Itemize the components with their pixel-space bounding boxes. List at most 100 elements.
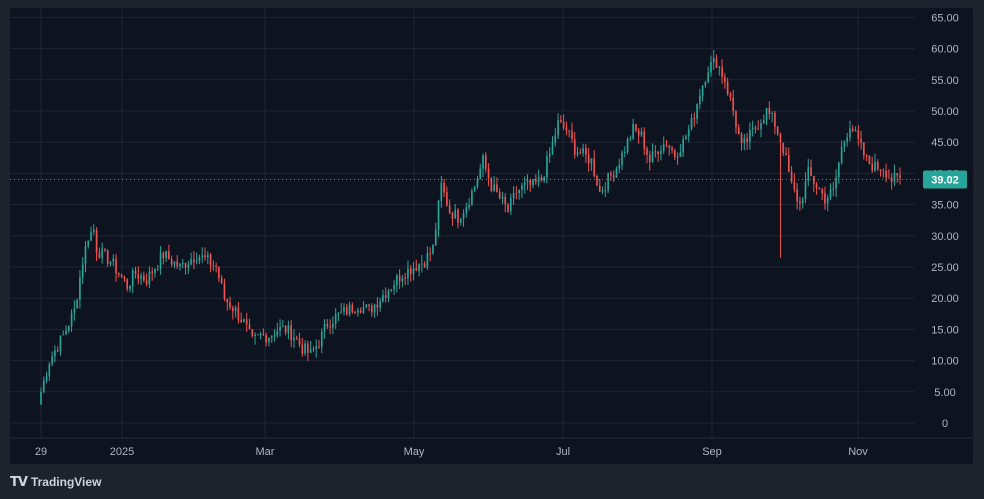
candle-body (732, 97, 735, 112)
candle-body (484, 155, 487, 169)
candle-body (804, 180, 807, 200)
candle-body (309, 349, 312, 353)
candle-body (220, 278, 223, 284)
candle-body (109, 261, 112, 264)
candle-body (379, 301, 381, 308)
candle-body (829, 189, 832, 198)
chart-panel[interactable]: 65.0060.0055.0050.0045.0040.0035.0030.00… (10, 8, 973, 464)
candle-body (832, 188, 835, 190)
candle-body (401, 277, 404, 282)
x-tick-label: 29 (35, 446, 47, 458)
candle-body (376, 304, 379, 308)
candle-body (571, 130, 573, 140)
candle-body (515, 193, 518, 195)
candle-body (765, 107, 768, 121)
candle-body (298, 338, 301, 345)
candle-body (168, 251, 170, 260)
candle-body (131, 270, 134, 287)
candle-body (496, 184, 498, 192)
candle-body (796, 189, 798, 202)
candle-body (596, 175, 598, 186)
candle-body (198, 257, 201, 261)
candle-body (112, 258, 115, 262)
candle-body (307, 343, 309, 353)
candle-body (282, 326, 284, 328)
y-tick-label: 10.00 (931, 356, 959, 368)
candle-body (154, 269, 156, 274)
candle-body (273, 335, 276, 337)
candle-body (643, 131, 646, 149)
candle-body (404, 277, 407, 279)
candle-body (629, 138, 632, 140)
candle-body (718, 66, 721, 68)
candle-body (318, 346, 320, 348)
candlestick-chart[interactable]: 65.0060.0055.0050.0045.0040.0035.0030.00… (10, 8, 973, 464)
candle-body (398, 275, 401, 282)
candle-body (387, 290, 390, 298)
candle-body (459, 218, 462, 223)
candle-body (195, 260, 198, 263)
candle-body (323, 323, 326, 332)
candle-body (357, 310, 359, 313)
candle-body (51, 356, 53, 365)
candle-body (648, 154, 651, 163)
candle-body (590, 158, 593, 164)
candle-body (810, 167, 812, 177)
candle-body (826, 197, 829, 204)
candle-body (604, 190, 607, 192)
candle-body (487, 168, 490, 179)
candle-body (807, 167, 810, 181)
candle-body (173, 261, 176, 265)
candle-body (673, 150, 676, 158)
candle-body (265, 334, 268, 343)
candle-body (696, 103, 698, 119)
candle-body (320, 331, 323, 348)
x-tick-label: Sep (702, 446, 722, 458)
candle-body (704, 82, 707, 86)
candle-body (521, 185, 523, 191)
candle-body (529, 180, 532, 186)
candle-body (229, 302, 231, 308)
candle-body (212, 265, 215, 267)
tradingview-logo-icon: TV (10, 474, 28, 490)
candle-body (304, 343, 306, 354)
candle-body (457, 209, 459, 223)
candle-body (393, 285, 395, 290)
y-tick-label: 65.00 (931, 12, 959, 24)
candle-body (874, 161, 876, 171)
candle-body (332, 323, 334, 328)
candle-body (610, 173, 612, 176)
candle-body (223, 283, 226, 299)
candle-body (671, 147, 673, 151)
footer-brand[interactable]: TV TradingView (10, 472, 101, 492)
candle-body (576, 152, 579, 155)
candle-body (48, 364, 51, 377)
candle-body (532, 179, 534, 186)
candle-body (657, 151, 659, 155)
candle-body (785, 153, 787, 156)
candle-body (315, 346, 318, 349)
y-tick-label: 5.00 (934, 387, 955, 399)
candle-body (565, 127, 568, 131)
candle-body (551, 142, 554, 154)
candle-body (868, 155, 871, 164)
candle-body (468, 204, 470, 208)
candle-body (879, 169, 882, 171)
candle-body (134, 270, 137, 274)
candle-body (240, 319, 242, 323)
candle-body (106, 250, 109, 264)
candle-body (846, 137, 849, 142)
candle-body (290, 325, 293, 341)
candle-body (801, 199, 804, 204)
candle-body (423, 263, 426, 268)
candle-body (334, 314, 337, 324)
x-tick-label: Mar (256, 446, 275, 458)
candle-body (840, 146, 843, 163)
candle-body (899, 175, 901, 179)
candle-body (329, 326, 331, 328)
candle-body (412, 268, 415, 275)
y-tick-label: 55.00 (931, 75, 959, 87)
candle-body (440, 182, 443, 201)
candle-body (187, 264, 190, 268)
x-tick-label: Nov (848, 446, 868, 458)
